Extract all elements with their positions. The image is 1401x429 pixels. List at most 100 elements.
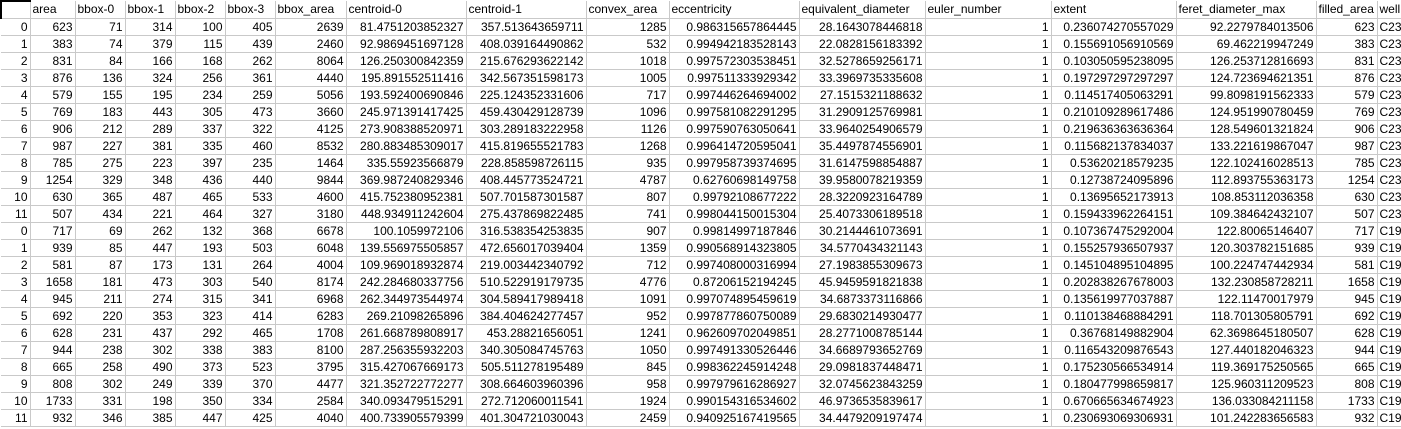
cell-eccentricity[interactable]: 0.940925167419565 bbox=[669, 409, 800, 427]
cell-bbox-area[interactable]: 3795 bbox=[275, 358, 347, 376]
cell-bbox-2[interactable]: 339 bbox=[175, 375, 226, 393]
cell-bbox-2[interactable]: 292 bbox=[175, 324, 226, 342]
cell-area[interactable]: 1733 bbox=[30, 392, 76, 410]
cell-bbox-0[interactable]: 220 bbox=[75, 307, 126, 325]
cell-eccentricity[interactable]: 0.996414720595041 bbox=[669, 137, 800, 155]
cell-well[interactable]: C19 bbox=[1377, 290, 1401, 308]
cell-area[interactable]: 623 bbox=[30, 18, 76, 36]
selected-cell[interactable] bbox=[0, 0, 31, 19]
cell-bbox-area[interactable]: 1708 bbox=[275, 324, 347, 342]
cell-area[interactable]: 987 bbox=[30, 137, 76, 155]
cell-centroid-0[interactable]: 369.987240829346 bbox=[346, 171, 467, 189]
cell-bbox-area[interactable]: 6968 bbox=[275, 290, 347, 308]
cell-well[interactable]: C23 bbox=[1377, 69, 1401, 87]
cell-bbox-0[interactable]: 85 bbox=[75, 239, 126, 257]
cell-bbox-3[interactable]: 264 bbox=[225, 256, 276, 274]
cell-convex-area[interactable]: 958 bbox=[586, 375, 670, 393]
cell-feret-diameter-max[interactable]: 124.951990780459 bbox=[1176, 103, 1317, 121]
cell-eccentricity[interactable]: 0.997408000316994 bbox=[669, 256, 800, 274]
cell-bbox-0[interactable]: 155 bbox=[75, 86, 126, 104]
cell-extent[interactable]: 0.36768149882904 bbox=[1051, 324, 1177, 342]
cell-centroid-1[interactable]: 415.819655521783 bbox=[466, 137, 587, 155]
cell-index[interactable]: 4 bbox=[1, 86, 31, 104]
cell-feret-diameter-max[interactable]: 112.893755363173 bbox=[1176, 171, 1317, 189]
cell-well[interactable]: C23 bbox=[1377, 137, 1401, 155]
cell-equivalent-diameter[interactable]: 28.2771008785144 bbox=[799, 324, 926, 342]
cell-centroid-0[interactable]: 109.969018932874 bbox=[346, 256, 467, 274]
cell-well[interactable]: C19 bbox=[1377, 256, 1401, 274]
column-header-filled-area[interactable]: filled_area bbox=[1316, 1, 1378, 19]
cell-extent[interactable]: 0.155257936507937 bbox=[1051, 239, 1177, 257]
cell-euler-number[interactable]: 1 bbox=[925, 375, 1052, 393]
cell-convex-area[interactable]: 1359 bbox=[586, 239, 670, 257]
cell-index[interactable]: 8 bbox=[1, 154, 31, 172]
cell-centroid-0[interactable]: 261.668789808917 bbox=[346, 324, 467, 342]
cell-bbox-area[interactable]: 8100 bbox=[275, 341, 347, 359]
cell-feret-diameter-max[interactable]: 108.853112036358 bbox=[1176, 188, 1317, 206]
cell-centroid-0[interactable]: 280.883485309017 bbox=[346, 137, 467, 155]
cell-centroid-0[interactable]: 126.250300842359 bbox=[346, 52, 467, 70]
cell-area[interactable]: 785 bbox=[30, 154, 76, 172]
cell-feret-diameter-max[interactable]: 118.701305805791 bbox=[1176, 307, 1317, 325]
cell-feret-diameter-max[interactable]: 100.224747442934 bbox=[1176, 256, 1317, 274]
cell-centroid-1[interactable]: 304.589417989418 bbox=[466, 290, 587, 308]
cell-centroid-1[interactable]: 219.003442340792 bbox=[466, 256, 587, 274]
cell-equivalent-diameter[interactable]: 27.1515321188632 bbox=[799, 86, 926, 104]
cell-feret-diameter-max[interactable]: 119.369175250565 bbox=[1176, 358, 1317, 376]
cell-bbox-1[interactable]: 223 bbox=[125, 154, 176, 172]
cell-index[interactable]: 9 bbox=[1, 375, 31, 393]
cell-area[interactable]: 507 bbox=[30, 205, 76, 223]
cell-filled-area[interactable]: 665 bbox=[1316, 358, 1378, 376]
cell-bbox-0[interactable]: 231 bbox=[75, 324, 126, 342]
cell-extent[interactable]: 0.107367475292004 bbox=[1051, 222, 1177, 240]
cell-filled-area[interactable]: 987 bbox=[1316, 137, 1378, 155]
cell-extent[interactable]: 0.135619977037887 bbox=[1051, 290, 1177, 308]
cell-bbox-3[interactable]: 235 bbox=[225, 154, 276, 172]
cell-bbox-3[interactable]: 368 bbox=[225, 222, 276, 240]
cell-centroid-1[interactable]: 510.522919179735 bbox=[466, 273, 587, 291]
cell-bbox-2[interactable]: 303 bbox=[175, 273, 226, 291]
cell-index[interactable]: 1 bbox=[1, 239, 31, 257]
cell-bbox-0[interactable]: 84 bbox=[75, 52, 126, 70]
cell-feret-diameter-max[interactable]: 126.253712816693 bbox=[1176, 52, 1317, 70]
cell-centroid-1[interactable]: 505.511278195489 bbox=[466, 358, 587, 376]
cell-extent[interactable]: 0.13695652173913 bbox=[1051, 188, 1177, 206]
cell-bbox-1[interactable]: 302 bbox=[125, 341, 176, 359]
cell-centroid-1[interactable]: 459.430429128739 bbox=[466, 103, 587, 121]
cell-area[interactable]: 628 bbox=[30, 324, 76, 342]
cell-bbox-3[interactable]: 523 bbox=[225, 358, 276, 376]
cell-euler-number[interactable]: 1 bbox=[925, 341, 1052, 359]
cell-bbox-2[interactable]: 305 bbox=[175, 103, 226, 121]
cell-bbox-1[interactable]: 289 bbox=[125, 120, 176, 138]
cell-convex-area[interactable]: 712 bbox=[586, 256, 670, 274]
cell-bbox-1[interactable]: 314 bbox=[125, 18, 176, 36]
cell-extent[interactable]: 0.103050595238095 bbox=[1051, 52, 1177, 70]
cell-feret-diameter-max[interactable]: 122.80065146407 bbox=[1176, 222, 1317, 240]
cell-convex-area[interactable]: 717 bbox=[586, 86, 670, 104]
column-header-euler-number[interactable]: euler_number bbox=[925, 1, 1052, 19]
cell-index[interactable]: 11 bbox=[1, 205, 31, 223]
cell-well[interactable]: C19 bbox=[1377, 307, 1401, 325]
cell-equivalent-diameter[interactable]: 29.0981837448471 bbox=[799, 358, 926, 376]
column-header-feret-diameter-max[interactable]: feret_diameter_max bbox=[1176, 1, 1317, 19]
cell-convex-area[interactable]: 4787 bbox=[586, 171, 670, 189]
cell-bbox-0[interactable]: 211 bbox=[75, 290, 126, 308]
cell-bbox-area[interactable]: 4477 bbox=[275, 375, 347, 393]
cell-equivalent-diameter[interactable]: 35.4497874556901 bbox=[799, 137, 926, 155]
cell-feret-diameter-max[interactable]: 128.549601321824 bbox=[1176, 120, 1317, 138]
cell-convex-area[interactable]: 1268 bbox=[586, 137, 670, 155]
cell-eccentricity[interactable]: 0.62760698149758 bbox=[669, 171, 800, 189]
cell-convex-area[interactable]: 4776 bbox=[586, 273, 670, 291]
cell-bbox-0[interactable]: 183 bbox=[75, 103, 126, 121]
cell-well[interactable]: C19 bbox=[1377, 375, 1401, 393]
cell-bbox-area[interactable]: 4040 bbox=[275, 409, 347, 427]
cell-feret-diameter-max[interactable]: 124.723694621351 bbox=[1176, 69, 1317, 87]
cell-filled-area[interactable]: 581 bbox=[1316, 256, 1378, 274]
cell-centroid-0[interactable]: 245.971391417425 bbox=[346, 103, 467, 121]
cell-feret-diameter-max[interactable]: 125.960311209523 bbox=[1176, 375, 1317, 393]
cell-bbox-1[interactable]: 198 bbox=[125, 392, 176, 410]
cell-convex-area[interactable]: 1091 bbox=[586, 290, 670, 308]
cell-index[interactable]: 0 bbox=[1, 222, 31, 240]
cell-eccentricity[interactable]: 0.997979616286927 bbox=[669, 375, 800, 393]
cell-euler-number[interactable]: 1 bbox=[925, 69, 1052, 87]
